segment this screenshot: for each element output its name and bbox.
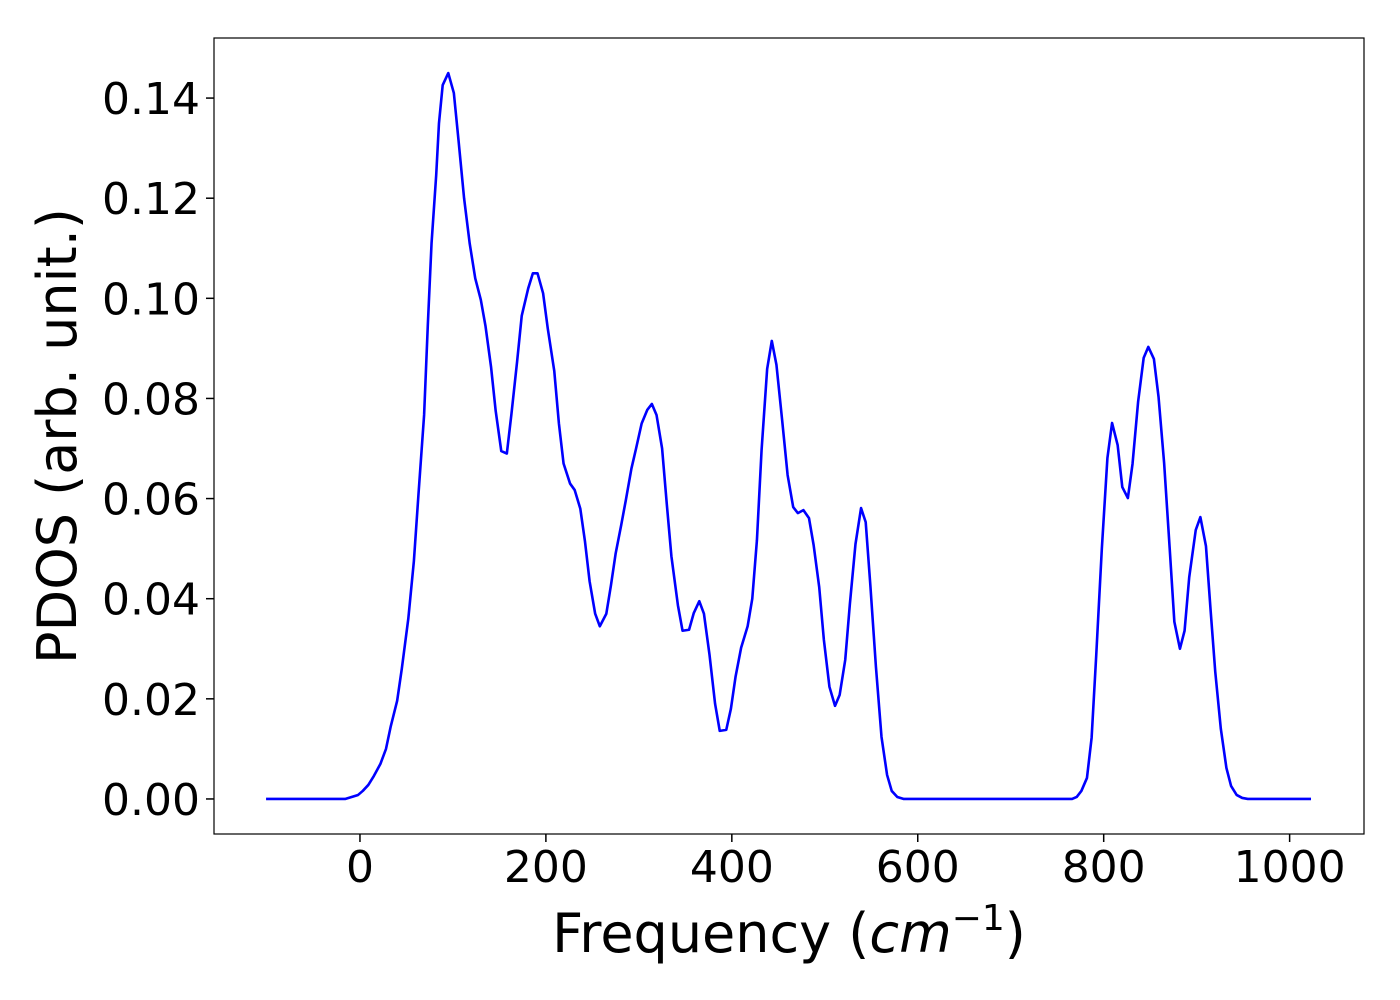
y-tick-label: 0.00 [102, 775, 200, 826]
y-tick-label: 0.10 [102, 274, 200, 325]
y-tick-label: 0.08 [102, 374, 200, 425]
y-tick-label: 0.02 [102, 675, 200, 726]
x-tick-label: 600 [876, 842, 960, 893]
y-tick-label: 0.04 [102, 575, 200, 626]
x-label-part: Frequency ( [552, 902, 869, 965]
x-tick-label: 200 [504, 842, 588, 893]
x-label-part: cm [869, 902, 951, 965]
x-tick-label: 1000 [1234, 842, 1346, 893]
y-tick-label: 0.12 [102, 174, 200, 225]
x-label-part: −1 [952, 898, 1005, 939]
y-tick-label: 0.06 [102, 475, 200, 526]
x-axis-label: Frequency (cm−1) [552, 898, 1026, 965]
y-tick-label: 0.14 [102, 74, 200, 125]
y-axis-label: PDOS (arb. unit.) [26, 208, 89, 664]
plot-frame [213, 37, 1365, 835]
x-tick-label: 800 [1062, 842, 1146, 893]
x-label-part: ) [1005, 902, 1026, 965]
data-line [266, 71, 1312, 801]
x-tick-label: 400 [690, 842, 774, 893]
x-tick-label: 0 [346, 842, 374, 893]
